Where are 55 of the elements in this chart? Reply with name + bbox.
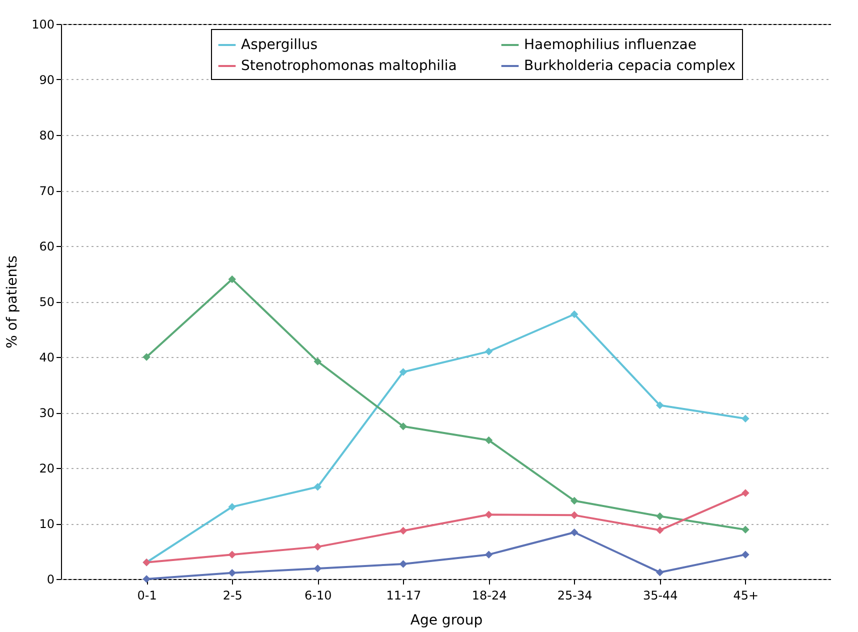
point — [228, 550, 236, 558]
point — [656, 401, 664, 410]
point — [314, 482, 322, 491]
point — [484, 510, 493, 518]
x-axis-title: Age group — [410, 612, 483, 628]
point — [656, 568, 664, 576]
point — [228, 502, 236, 511]
point — [399, 368, 408, 376]
point — [484, 436, 493, 444]
y-tick-label: 20 — [39, 462, 54, 476]
point — [314, 542, 322, 551]
y-tick-label: 40 — [39, 350, 54, 364]
point — [314, 564, 322, 572]
point — [742, 414, 750, 422]
y-axis-title: % of patients — [4, 256, 21, 348]
x-tick-label: 35-44 — [642, 588, 678, 602]
y-tick-label: 10 — [39, 517, 54, 531]
x-tick-label: 6-10 — [304, 588, 332, 602]
legend-label: Aspergillus — [241, 37, 318, 53]
x-tick-label: 25-34 — [557, 588, 592, 602]
point — [142, 575, 150, 583]
x-tick-label: 0-1 — [137, 588, 157, 602]
point — [228, 569, 236, 577]
point — [142, 353, 150, 361]
y-tick-label: 90 — [39, 73, 54, 87]
y-tick-label: 0 — [46, 572, 54, 586]
point — [570, 511, 578, 520]
point — [742, 550, 750, 558]
y-tick-label: 30 — [39, 406, 54, 420]
y-tick-label: 80 — [39, 128, 54, 142]
x-tick-label: 18-24 — [472, 588, 507, 602]
point — [742, 489, 750, 497]
legend-label: Burkholderia cepacia complex — [524, 58, 736, 74]
legend-label: Stenotrophomonas maltophilia — [241, 58, 457, 74]
point — [399, 560, 408, 568]
y-tick-label: 50 — [39, 295, 54, 309]
point — [656, 526, 664, 534]
x-tick-label: 11-17 — [386, 588, 422, 602]
y-tick-label: 100 — [32, 18, 54, 32]
y-tick-label: 70 — [39, 184, 54, 198]
point — [314, 358, 322, 366]
point — [399, 422, 408, 430]
y-tick-label: 60 — [39, 240, 54, 254]
point — [399, 526, 408, 535]
x-tick-label: 45+ — [733, 588, 759, 602]
point — [570, 310, 578, 318]
point — [228, 275, 236, 284]
point — [656, 512, 664, 520]
point — [570, 528, 578, 536]
legend-label: Haemophilius influenzae — [524, 37, 696, 53]
point — [570, 496, 578, 505]
point — [484, 550, 493, 558]
point — [484, 348, 493, 356]
x-tick-label: 2-5 — [222, 588, 242, 602]
point — [742, 526, 750, 534]
